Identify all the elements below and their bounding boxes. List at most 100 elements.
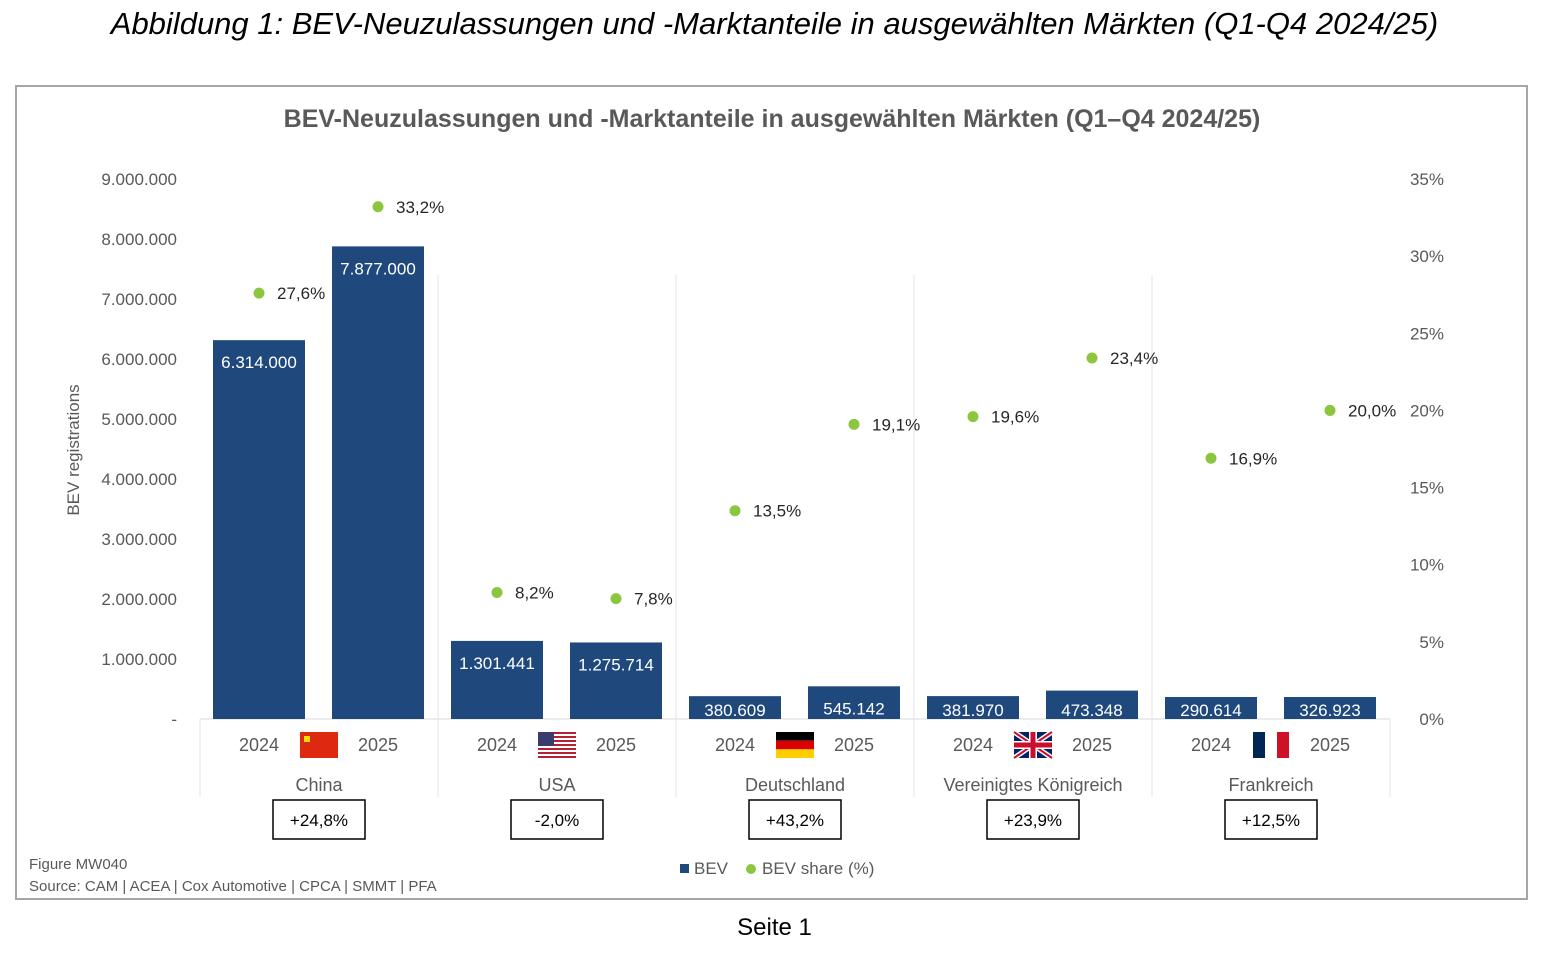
share-point	[253, 287, 265, 299]
share-point	[1324, 404, 1336, 416]
bar-data-label: 1.275.714	[578, 655, 654, 674]
flag-gb-icon	[1012, 729, 1054, 761]
legend-bev-marker	[680, 864, 689, 873]
bar-data-label: 381.970	[942, 701, 1003, 720]
change-label: -2,0%	[535, 811, 579, 830]
x-category-label: USA	[538, 775, 575, 795]
change-label: +12,5%	[1242, 811, 1300, 830]
legend-share-marker	[746, 864, 756, 874]
x-tick-year: 2025	[834, 735, 874, 755]
share-data-label: 23,4%	[1110, 349, 1158, 368]
bar-data-label: 6.314.000	[221, 353, 297, 372]
y2-tick-label: 0%	[1419, 710, 1444, 729]
share-data-label: 20,0%	[1348, 401, 1396, 420]
y-tick-label: 8.000.000	[101, 230, 177, 249]
x-tick-year: 2025	[358, 735, 398, 755]
y-tick-label: 1.000.000	[101, 650, 177, 669]
bar-bev-vereinigtes-königreich-2025	[1046, 690, 1138, 719]
share-data-label: 16,9%	[1229, 449, 1277, 468]
share-data-label: 33,2%	[396, 198, 444, 217]
chart-frame	[15, 85, 1528, 900]
x-tick-year: 2024	[715, 735, 755, 755]
y2-tick-label: 35%	[1410, 170, 1444, 189]
share-data-label: 27,6%	[277, 284, 325, 303]
x-tick-year: 2024	[239, 735, 279, 755]
y2-tick-label: 15%	[1410, 479, 1444, 498]
bar-bev-usa-2025	[570, 642, 662, 719]
chart-title: BEV-Neuzulassungen und -Marktanteile in …	[284, 105, 1261, 133]
share-data-label: 13,5%	[753, 502, 801, 521]
y2-tick-label: 30%	[1410, 247, 1444, 266]
x-tick-year: 2025	[1072, 735, 1112, 755]
change-box	[748, 799, 842, 840]
y-tick-label: 3.000.000	[101, 530, 177, 549]
bar-data-label: 7.877.000	[340, 259, 416, 278]
figure-id: Figure MW040	[29, 856, 127, 873]
x-tick-year: 2025	[1310, 735, 1350, 755]
share-point	[967, 411, 979, 423]
x-tick-year: 2025	[596, 735, 636, 755]
x-category-label: Vereinigtes Königreich	[943, 775, 1122, 795]
bar-bev-frankreich-2025	[1284, 697, 1376, 719]
share-point	[1205, 452, 1217, 464]
legend-bev-label: BEV	[694, 859, 729, 878]
bar-bev-deutschland-2025	[808, 686, 900, 719]
y-tick-label: 7.000.000	[101, 290, 177, 309]
share-point	[729, 505, 741, 517]
x-tick-year: 2024	[953, 735, 993, 755]
share-data-label: 7,8%	[634, 590, 673, 609]
y-tick-label: 9.000.000	[101, 170, 177, 189]
y-tick-label: 4.000.000	[101, 470, 177, 489]
share-data-label: 8,2%	[515, 583, 554, 602]
y2-tick-label: 10%	[1410, 556, 1444, 575]
bar-bev-vereinigtes-königreich-2024	[927, 696, 1019, 719]
bar-data-label: 1.301.441	[459, 654, 535, 673]
bar-bev-usa-2024	[451, 640, 543, 719]
change-box	[510, 799, 604, 840]
page-heading: Abbildung 1: BEV-Neuzulassungen und -Mar…	[110, 6, 1439, 41]
change-label: +43,2%	[766, 811, 824, 830]
x-category-label: China	[295, 775, 343, 795]
share-data-label: 19,1%	[872, 415, 920, 434]
flag-de-icon	[776, 732, 814, 758]
change-box	[1224, 799, 1318, 840]
change-label: +24,8%	[290, 811, 348, 830]
share-point	[491, 586, 503, 598]
share-point	[848, 418, 860, 430]
bar-data-label: 380.609	[704, 701, 765, 720]
x-tick-year: 2024	[1191, 735, 1231, 755]
y-tick-label: 5.000.000	[101, 410, 177, 429]
bar-data-label: 473.348	[1061, 701, 1122, 720]
change-box	[272, 799, 366, 840]
y-tick-label: 2.000.000	[101, 590, 177, 609]
bar-bev-china-2024	[213, 340, 305, 719]
x-category-label: Frankreich	[1228, 775, 1313, 795]
flag-us-icon	[538, 732, 576, 758]
bar-bev-china-2025	[332, 246, 424, 719]
bar-bev-frankreich-2024	[1165, 697, 1257, 719]
y2-tick-label: 20%	[1410, 401, 1444, 420]
flag-fr-icon	[1253, 732, 1289, 758]
bar-data-label: 290.614	[1180, 701, 1241, 720]
y2-tick-label: 25%	[1410, 324, 1444, 343]
y-tick-label: -	[171, 710, 177, 729]
flag-cn-icon	[300, 732, 338, 758]
y-axis-label: BEV registrations	[64, 384, 83, 515]
bar-bev-deutschland-2024	[689, 696, 781, 719]
legend-share-label: BEV share (%)	[762, 859, 874, 878]
source-note: Source: CAM | ACEA | Cox Automotive | CP…	[29, 878, 437, 895]
x-tick-year: 2024	[477, 735, 517, 755]
bar-data-label: 545.142	[823, 699, 884, 718]
x-category-label: Deutschland	[745, 775, 845, 795]
change-label: +23,9%	[1004, 811, 1062, 830]
share-point	[372, 201, 384, 213]
y2-tick-label: 5%	[1419, 633, 1444, 652]
change-box	[986, 799, 1080, 840]
share-point	[610, 593, 622, 605]
y-tick-label: 6.000.000	[101, 350, 177, 369]
page-number: Seite 1	[737, 914, 812, 941]
share-data-label: 19,6%	[991, 408, 1039, 427]
bar-data-label: 326.923	[1299, 701, 1360, 720]
share-point	[1086, 352, 1098, 364]
